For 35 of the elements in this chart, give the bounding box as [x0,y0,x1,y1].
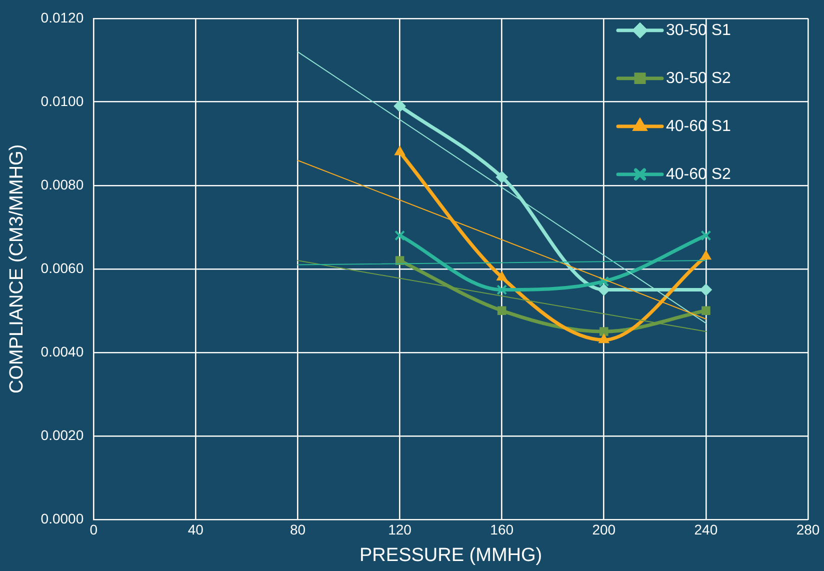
point [702,306,710,316]
point [700,250,712,260]
x-tick-label: 80 [290,522,306,538]
point [496,271,508,280]
y-tick-label: 0.0100 [40,92,84,109]
point [700,230,712,241]
y-tick-label: 0.0080 [40,176,84,192]
point [600,327,608,336]
y-tick-label: 0.0020 [40,426,84,443]
point [496,171,508,184]
legend-label: 40-60 S1 [666,118,732,135]
point [598,284,610,296]
y-tick-label: 0.0120 [40,9,84,26]
x-tick-label: 280 [796,522,820,538]
x-tick-label: 160 [490,522,514,538]
x-tick-label: 120 [388,522,412,538]
y-axis-title: COMPLIANCE (CM3/MMHG) [6,144,28,394]
point [496,284,508,296]
point [394,230,406,241]
legend-label: 30-50 S1 [666,22,732,39]
x-tick-label: 240 [694,522,718,538]
point [598,276,610,287]
point [394,100,406,112]
x-tick-label: 40 [188,522,204,538]
point [497,306,506,316]
y-tick-label: 0.0060 [40,260,84,276]
legend-label: 40-60 S2 [666,166,732,183]
point [598,334,610,344]
x-axis-title: PRESSURE (MMHG) [360,544,542,566]
x-tick-label: 0 [90,522,98,538]
x-tick-label: 200 [592,522,616,538]
point [394,146,406,156]
y-tick-label: 0.0000 [40,510,84,526]
y-tick-label: 0.0040 [40,343,84,360]
legend-label: 30-50 S2 [666,70,732,87]
